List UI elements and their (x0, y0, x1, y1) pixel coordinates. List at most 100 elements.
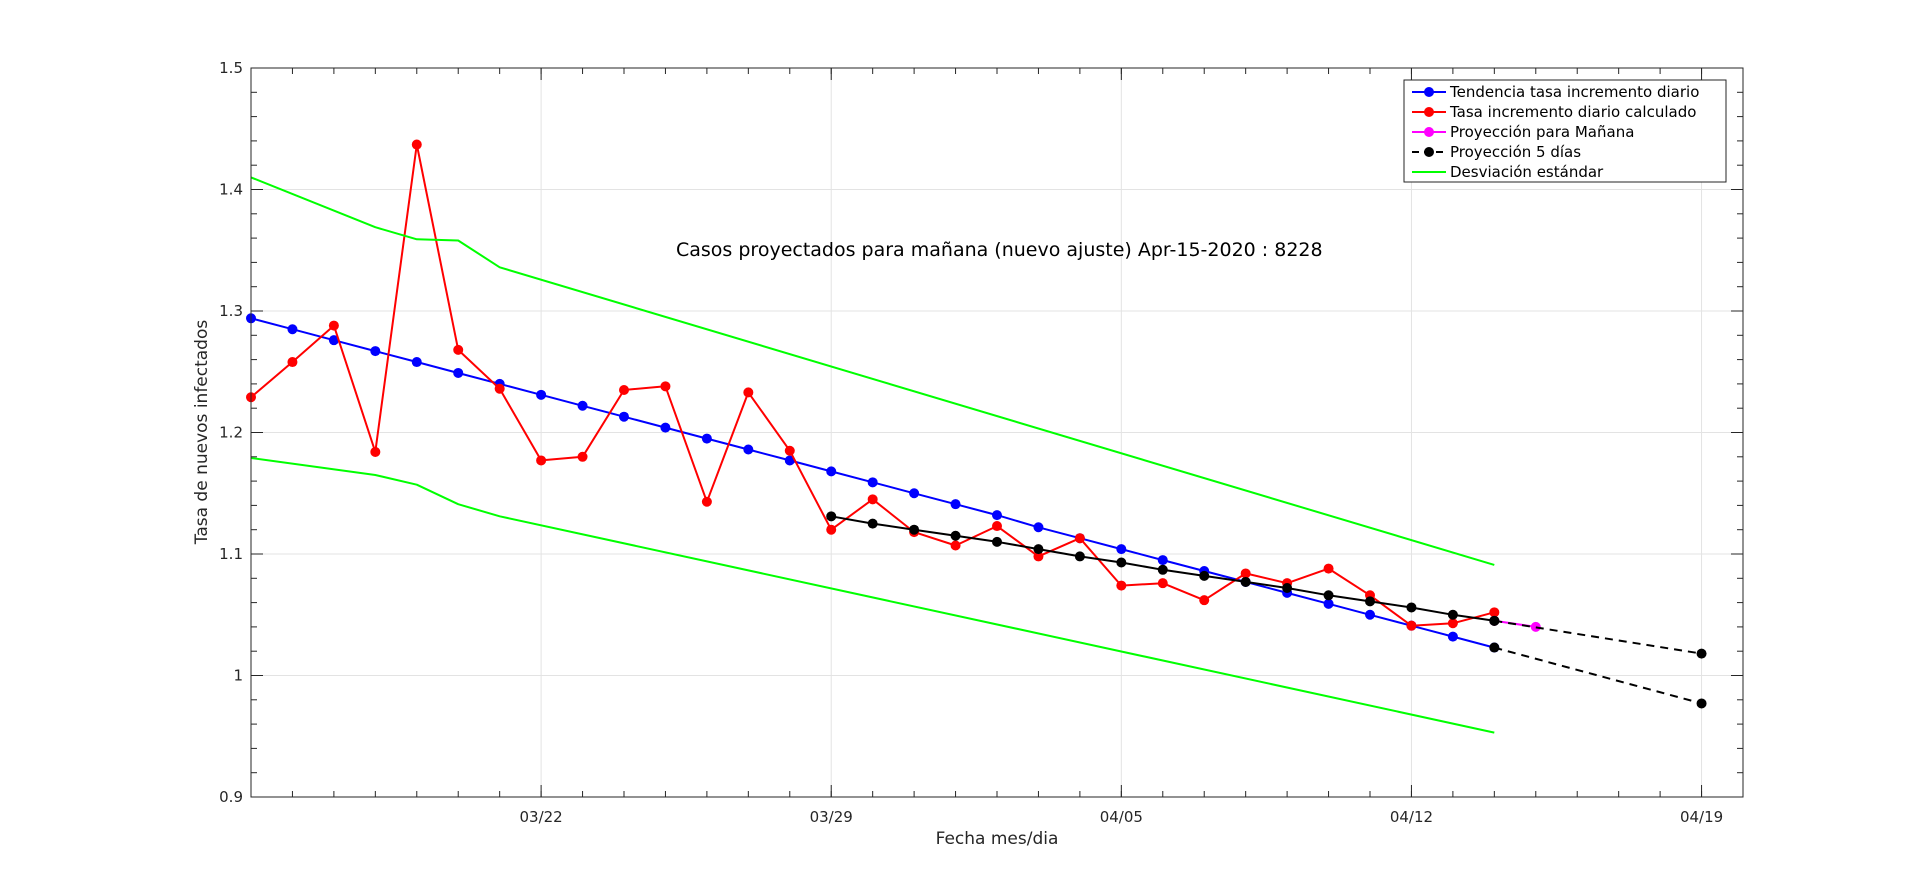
series-proyeccion-5-dias (1489, 642, 1707, 709)
data-point (1240, 568, 1251, 579)
y-tick-label: 1 (233, 667, 243, 685)
x-tick-label: 03/29 (810, 808, 853, 826)
y-tick-label: 1.3 (219, 302, 243, 320)
data-point (743, 444, 754, 455)
data-point (370, 346, 381, 357)
data-point (701, 433, 712, 444)
data-point (370, 446, 381, 457)
legend-label: Tasa incremento diario calculado (1449, 103, 1696, 121)
data-point (826, 466, 837, 477)
data-point (577, 400, 588, 411)
data-point (1447, 609, 1458, 620)
y-tick-label: 0.9 (219, 788, 243, 806)
data-point (619, 384, 629, 395)
data-point (287, 357, 298, 368)
data-point (1199, 570, 1210, 581)
legend-label: Tendencia tasa incremento diario (1449, 83, 1699, 101)
data-point (992, 521, 1002, 532)
data-point (909, 524, 920, 535)
legend-swatch-marker (1424, 147, 1434, 157)
data-point (867, 477, 878, 488)
data-point (1406, 620, 1417, 631)
y-axis-title: Tasa de nuevos infectados (192, 320, 212, 546)
legend-swatch-marker (1424, 87, 1434, 97)
data-point (1489, 615, 1500, 626)
series-series-5 (826, 511, 1500, 626)
data-point (411, 357, 422, 368)
data-point (1240, 576, 1251, 587)
data-point (1157, 555, 1168, 566)
data-point (1323, 590, 1334, 601)
data-point (536, 389, 547, 400)
data-point (992, 510, 1002, 521)
data-point (328, 335, 339, 346)
data-point (328, 320, 339, 331)
data-point (1033, 522, 1044, 533)
data-point (1406, 602, 1417, 613)
legend-label: Proyección 5 días (1450, 143, 1581, 161)
data-point (1157, 564, 1168, 575)
data-point (1447, 631, 1458, 642)
data-point (950, 530, 961, 541)
data-point (826, 511, 837, 522)
y-tick-label: 1.4 (219, 181, 243, 199)
data-point (1074, 533, 1085, 544)
data-point (453, 344, 464, 355)
data-point (1116, 544, 1127, 555)
data-point (660, 422, 671, 433)
legend-label: Desviación estándar (1450, 163, 1604, 181)
x-tick-label: 04/19 (1680, 808, 1723, 826)
legend-swatch-marker (1424, 107, 1434, 117)
data-point (1074, 551, 1085, 562)
data-point (1323, 598, 1334, 609)
data-point (494, 383, 505, 394)
series-line (250, 457, 1495, 734)
grid (251, 67, 1743, 798)
series-line (250, 176, 1495, 566)
data-point (1282, 583, 1293, 594)
data-point (1365, 596, 1375, 607)
data-point (287, 324, 298, 335)
series-line (1494, 646, 1702, 705)
data-point (1199, 595, 1210, 606)
y-tick-label: 1.5 (219, 59, 243, 77)
series-line (1494, 619, 1702, 655)
legend: Tendencia tasa incremento diario Tasa inc… (1403, 79, 1727, 183)
x-tick-label: 04/12 (1390, 808, 1433, 826)
axes: 03/22 03/29 04/05 04/12 04/19 0.9 1 1.1 1.2 1.3 1.… (219, 59, 1744, 826)
data-point (411, 139, 422, 150)
series-layer (246, 139, 1707, 734)
data-point (1530, 621, 1541, 632)
data-point (619, 411, 629, 422)
x-axis-title: Fecha mes/dia (936, 829, 1059, 849)
data-point (1489, 642, 1500, 653)
data-point (950, 540, 961, 551)
data-point (992, 536, 1002, 547)
data-point (1696, 698, 1707, 709)
data-point (1033, 551, 1044, 562)
data-point (826, 524, 837, 535)
series-series-7 (250, 457, 1495, 734)
data-point (453, 367, 464, 378)
data-point (950, 499, 961, 510)
data-point (867, 494, 878, 505)
y-tick-label: 1.2 (219, 424, 243, 442)
data-point (1323, 563, 1334, 574)
x-tick-label: 04/05 (1100, 808, 1143, 826)
data-point (1696, 648, 1707, 659)
data-point (1447, 618, 1458, 629)
data-point (660, 381, 671, 392)
data-point (909, 488, 920, 499)
chart-annotation: Casos proyectados para mañana (nuevo aju… (676, 239, 1323, 261)
data-point (784, 445, 795, 456)
data-point (1365, 609, 1375, 620)
data-point (1033, 544, 1044, 555)
data-point (1157, 578, 1168, 589)
data-point (784, 455, 795, 466)
data-point (701, 496, 712, 507)
x-tick-label: 03/22 (519, 808, 562, 826)
y-tick-label: 1.1 (219, 545, 243, 563)
data-point (577, 451, 588, 462)
data-point (1116, 580, 1127, 591)
